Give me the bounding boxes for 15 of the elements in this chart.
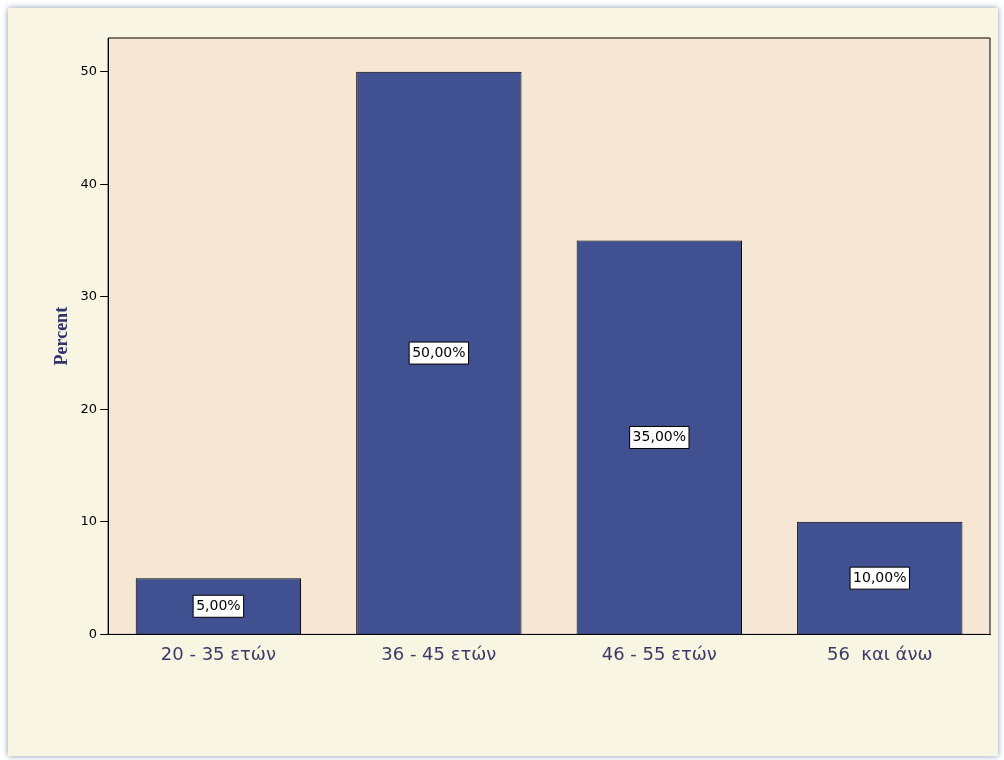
y-tick-label: 30	[80, 288, 98, 304]
y-tick-label: 0	[88, 625, 98, 641]
x-tick-label: 46 - 55 ετών	[601, 642, 717, 664]
x-tick-label: 20 - 35 ετών	[160, 642, 276, 664]
data-label: 50,00%	[412, 343, 466, 360]
x-tick-label: 56 και άνω	[826, 642, 933, 664]
y-tick-label: 10	[80, 513, 98, 529]
x-tick-label: 36 - 45 ετών	[381, 642, 497, 664]
data-label: 35,00%	[632, 428, 686, 445]
y-tick-label: 50	[80, 63, 98, 79]
y-tick-label: 20	[80, 400, 98, 416]
data-label: 5,00%	[196, 596, 241, 613]
data-label: 10,00%	[853, 568, 907, 585]
y-axis-title: Percent	[51, 306, 72, 366]
y-tick-label: 40	[80, 175, 98, 191]
